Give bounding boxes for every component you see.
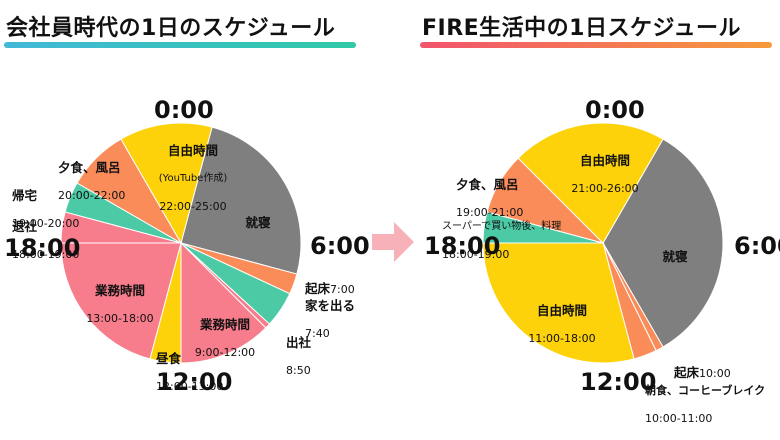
right-label-breakfast: 朝食、コーヒーブレイク 10:00-11:00 <box>645 370 775 440</box>
right-sleep-name: 就寝 <box>662 249 688 264</box>
right-breakfast-time: 10:00-11:00 <box>645 412 713 425</box>
right-label-free-day: 自由時間 11:00-18:00 <box>512 290 612 360</box>
left-label-arrive: 出社 8:50 <box>286 322 356 392</box>
left-depart-time: 7:40 <box>305 327 330 340</box>
left-work-pm-time: 13:00-18:00 <box>86 312 154 325</box>
transition-arrow-icon <box>372 222 414 262</box>
right-hour-18: 18:00 <box>424 232 501 260</box>
left-free-time: 22:00-25:00 <box>159 200 227 213</box>
right-pie-chart <box>482 122 724 364</box>
left-home-time: 19:00-20:00 <box>12 217 80 230</box>
right-hour-12: 12:00 <box>580 368 657 396</box>
left-dinner-time: 20:00-22:00 <box>58 189 126 202</box>
right-label-shopping: スーパーで買い物後、料理 18:00-19:00 <box>442 206 582 276</box>
left-depart-name: 家を出る <box>305 298 356 313</box>
right-label-free-night: 自由時間 21:00-26:00 <box>555 140 655 210</box>
right-label-wakeup: 起床10:00 <box>674 352 764 381</box>
left-pie-slice-0 <box>180 126 302 275</box>
left-label-free: 自由時間 (YouTube作成) 22:00-25:00 <box>138 130 248 228</box>
left-lunch-time: 12:00-13:00 <box>156 380 224 393</box>
left-leave-name: 退社 <box>12 219 38 234</box>
left-label-leave: 退社 18:00-19:00 <box>12 206 102 276</box>
left-label-home: 帰宅 19:00-20:00 <box>12 175 102 245</box>
left-wakeup-time: 7:00 <box>330 283 355 296</box>
left-dinner-name: 夕食、風呂 <box>58 160 121 175</box>
left-label-dinner: 夕食、風呂 20:00-22:00 <box>58 147 148 217</box>
left-label-wakeup: 起床7:00 <box>305 268 385 297</box>
right-free-night-name: 自由時間 <box>579 153 630 168</box>
left-pie-slice-10 <box>120 122 213 245</box>
right-shopping-time: 18:00-19:00 <box>442 248 510 261</box>
left-pie-slice-6 <box>60 242 182 360</box>
right-breakfast-name: 朝食、コーヒーブレイク <box>645 384 766 397</box>
left-pie-slice-4 <box>180 241 267 364</box>
right-wakeup-time: 10:00 <box>699 367 731 380</box>
right-dinner-name: 夕食、風呂 <box>456 177 519 192</box>
right-hour-0: 0:00 <box>585 96 645 124</box>
left-label-work-pm: 業務時間 13:00-18:00 <box>70 270 170 340</box>
right-pie-slice-6 <box>517 122 664 244</box>
right-free-day-time: 11:00-18:00 <box>528 332 596 345</box>
left-leave-time: 18:00-19:00 <box>12 248 80 261</box>
left-hour-6: 6:00 <box>310 232 370 260</box>
left-work-am-time: 9:00-12:00 <box>194 346 256 359</box>
left-lunch-name: 昼食 <box>156 351 182 366</box>
left-arrive-time: 8:50 <box>286 364 311 377</box>
left-free-note: (YouTube作成) <box>158 173 228 184</box>
left-sleep-name: 就寝 <box>245 215 271 230</box>
right-title-underline <box>420 42 772 48</box>
right-dinner-time: 19:00-21:00 <box>456 206 524 219</box>
left-hour-0: 0:00 <box>154 96 214 124</box>
left-free-name: 自由時間 <box>167 143 218 158</box>
right-pie-slice-0 <box>602 138 724 348</box>
right-shopping-name: スーパーで買い物後、料理 <box>442 221 562 232</box>
right-label-dinner: 夕食、風呂 19:00-21:00 <box>456 164 556 234</box>
left-wakeup-name: 起床 <box>305 281 331 296</box>
right-free-day-name: 自由時間 <box>536 303 587 318</box>
left-label-work-am: 業務時間 9:00-12:00 <box>180 304 270 374</box>
left-label-depart: 家を出る 7:40 <box>305 285 385 355</box>
left-work-am-name: 業務時間 <box>199 317 250 332</box>
left-home-name: 帰宅 <box>12 188 38 203</box>
left-title-underline <box>4 42 356 48</box>
left-hour-18: 18:00 <box>4 234 81 262</box>
left-arrive-name: 出社 <box>286 335 312 350</box>
right-label-sleep: 就寝 <box>640 236 710 278</box>
left-pie-chart <box>60 122 302 364</box>
right-wakeup-name: 起床 <box>674 365 700 380</box>
left-work-pm-name: 業務時間 <box>94 283 145 298</box>
left-hour-12: 12:00 <box>156 368 233 396</box>
right-free-night-time: 21:00-26:00 <box>571 182 639 195</box>
right-chart-title: FIRE生活中の1日スケジュール <box>422 16 741 41</box>
left-label-lunch: 昼食 12:00-13:00 <box>156 338 246 408</box>
right-pie-slice-3 <box>482 242 635 364</box>
left-label-sleep: 就寝 <box>218 202 298 244</box>
left-chart-title: 会社員時代の1日のスケジュール <box>6 16 336 41</box>
right-hour-6: 6:00 <box>734 232 780 260</box>
